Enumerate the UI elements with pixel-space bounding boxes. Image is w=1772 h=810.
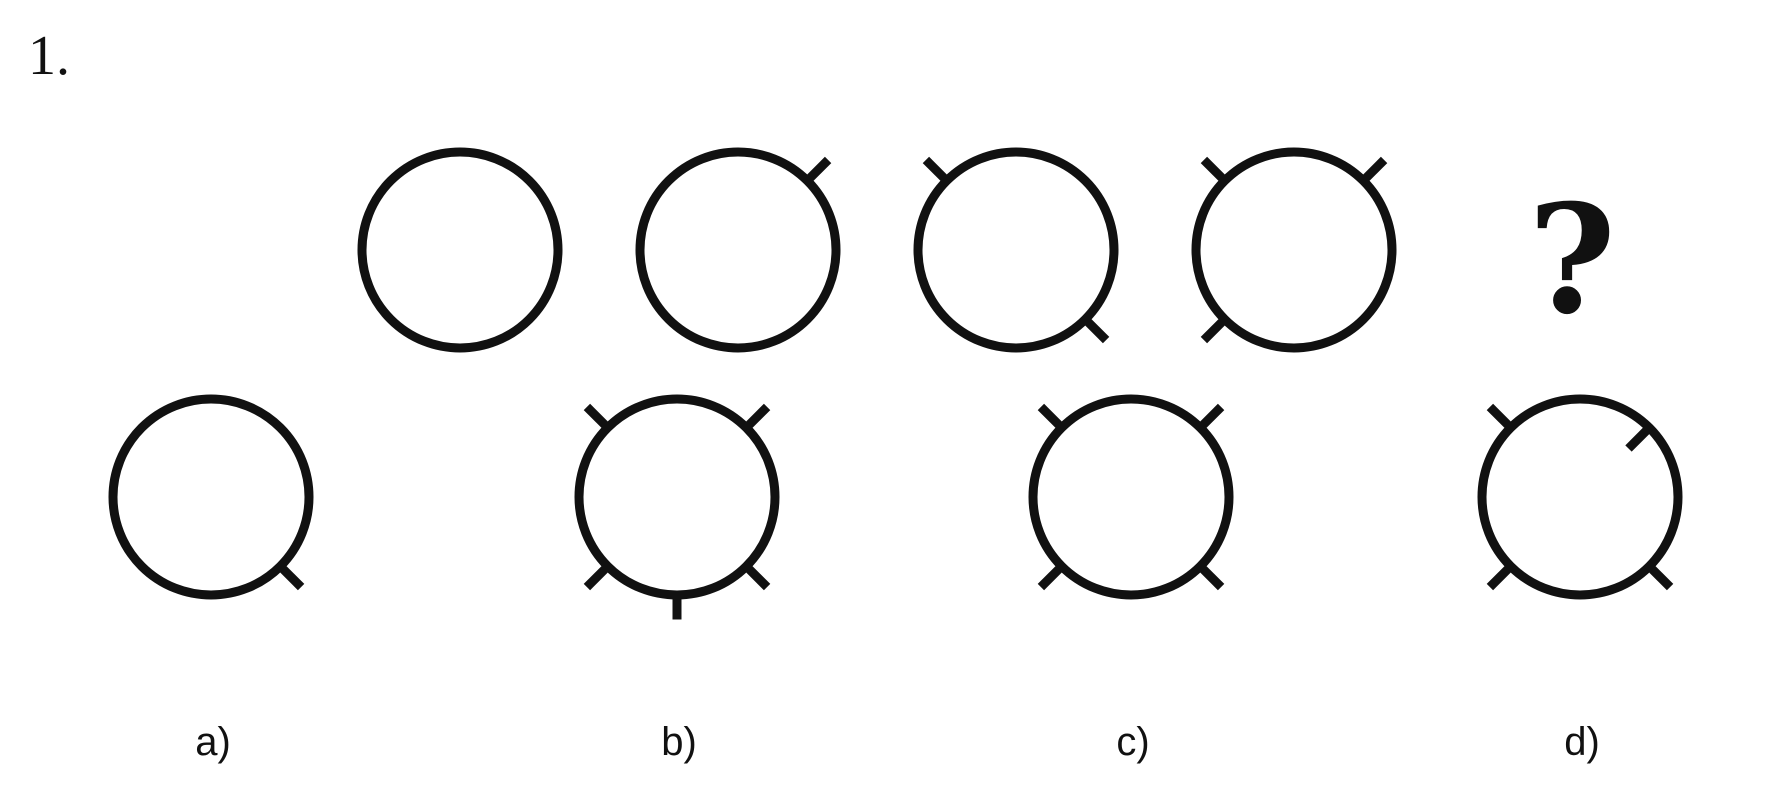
sequence-item-4-tick-top-left bbox=[1200, 156, 1231, 187]
option-a-figure-tick-bottom-right bbox=[274, 560, 305, 591]
sequence-item-4-tick-top-right bbox=[1357, 156, 1388, 187]
option-c-figure-circle bbox=[1028, 394, 1234, 600]
sequence-item-2-tick-top-right bbox=[801, 156, 832, 187]
sequence-item-4-circle bbox=[1191, 147, 1397, 353]
option-label-d: d) bbox=[1564, 720, 1600, 764]
sequence-item-3-tick-top-left bbox=[922, 156, 953, 187]
option-b-figure-tick-top-right bbox=[740, 403, 771, 434]
missing-item-question-mark: ? bbox=[1528, 172, 1616, 348]
option-label-b: b) bbox=[661, 720, 697, 764]
option-d-figure-tick-top-left bbox=[1486, 403, 1517, 434]
sequence-item-3 bbox=[913, 147, 1119, 353]
option-c-figure-tick-bottom-left bbox=[1037, 560, 1068, 591]
option-d-figure-tick-top-right-inward bbox=[1625, 424, 1653, 452]
option-c-figure-tick-bottom-right bbox=[1194, 560, 1225, 591]
option-label-a: a) bbox=[195, 720, 231, 764]
option-d-figure-tick-bottom-left bbox=[1486, 560, 1517, 591]
option-b-figure-tick-bottom-left bbox=[583, 560, 614, 591]
sequence-item-4-tick-bottom-left bbox=[1200, 313, 1231, 344]
sequence-row bbox=[357, 147, 1397, 353]
sequence-item-4 bbox=[1191, 147, 1397, 353]
sequence-item-1-circle bbox=[357, 147, 563, 353]
option-c-figure-tick-top-left bbox=[1037, 403, 1068, 434]
option-label-c: c) bbox=[1116, 720, 1149, 764]
sequence-item-3-tick-bottom-right bbox=[1079, 313, 1110, 344]
options-row: a) b) c) d) bbox=[108, 394, 1683, 764]
option-a-figure-circle bbox=[108, 394, 314, 600]
question-number: 1. bbox=[28, 25, 70, 87]
sequence-item-2-circle bbox=[635, 147, 841, 353]
sequence-item-2 bbox=[635, 147, 841, 353]
option-d-figure-circle bbox=[1477, 394, 1683, 600]
option-d-figure-tick-bottom-right bbox=[1643, 560, 1674, 591]
option-b-figure-tick-bottom-right bbox=[740, 560, 771, 591]
sequence-item-3-circle bbox=[913, 147, 1119, 353]
option-d-figure bbox=[1477, 394, 1683, 600]
sequence-item-1 bbox=[357, 147, 563, 353]
option-b-figure-tick-top-left bbox=[583, 403, 614, 434]
option-b-figure bbox=[574, 394, 780, 620]
option-c-figure-tick-top-right bbox=[1194, 403, 1225, 434]
option-c-figure bbox=[1028, 394, 1234, 600]
option-a-figure bbox=[108, 394, 314, 600]
